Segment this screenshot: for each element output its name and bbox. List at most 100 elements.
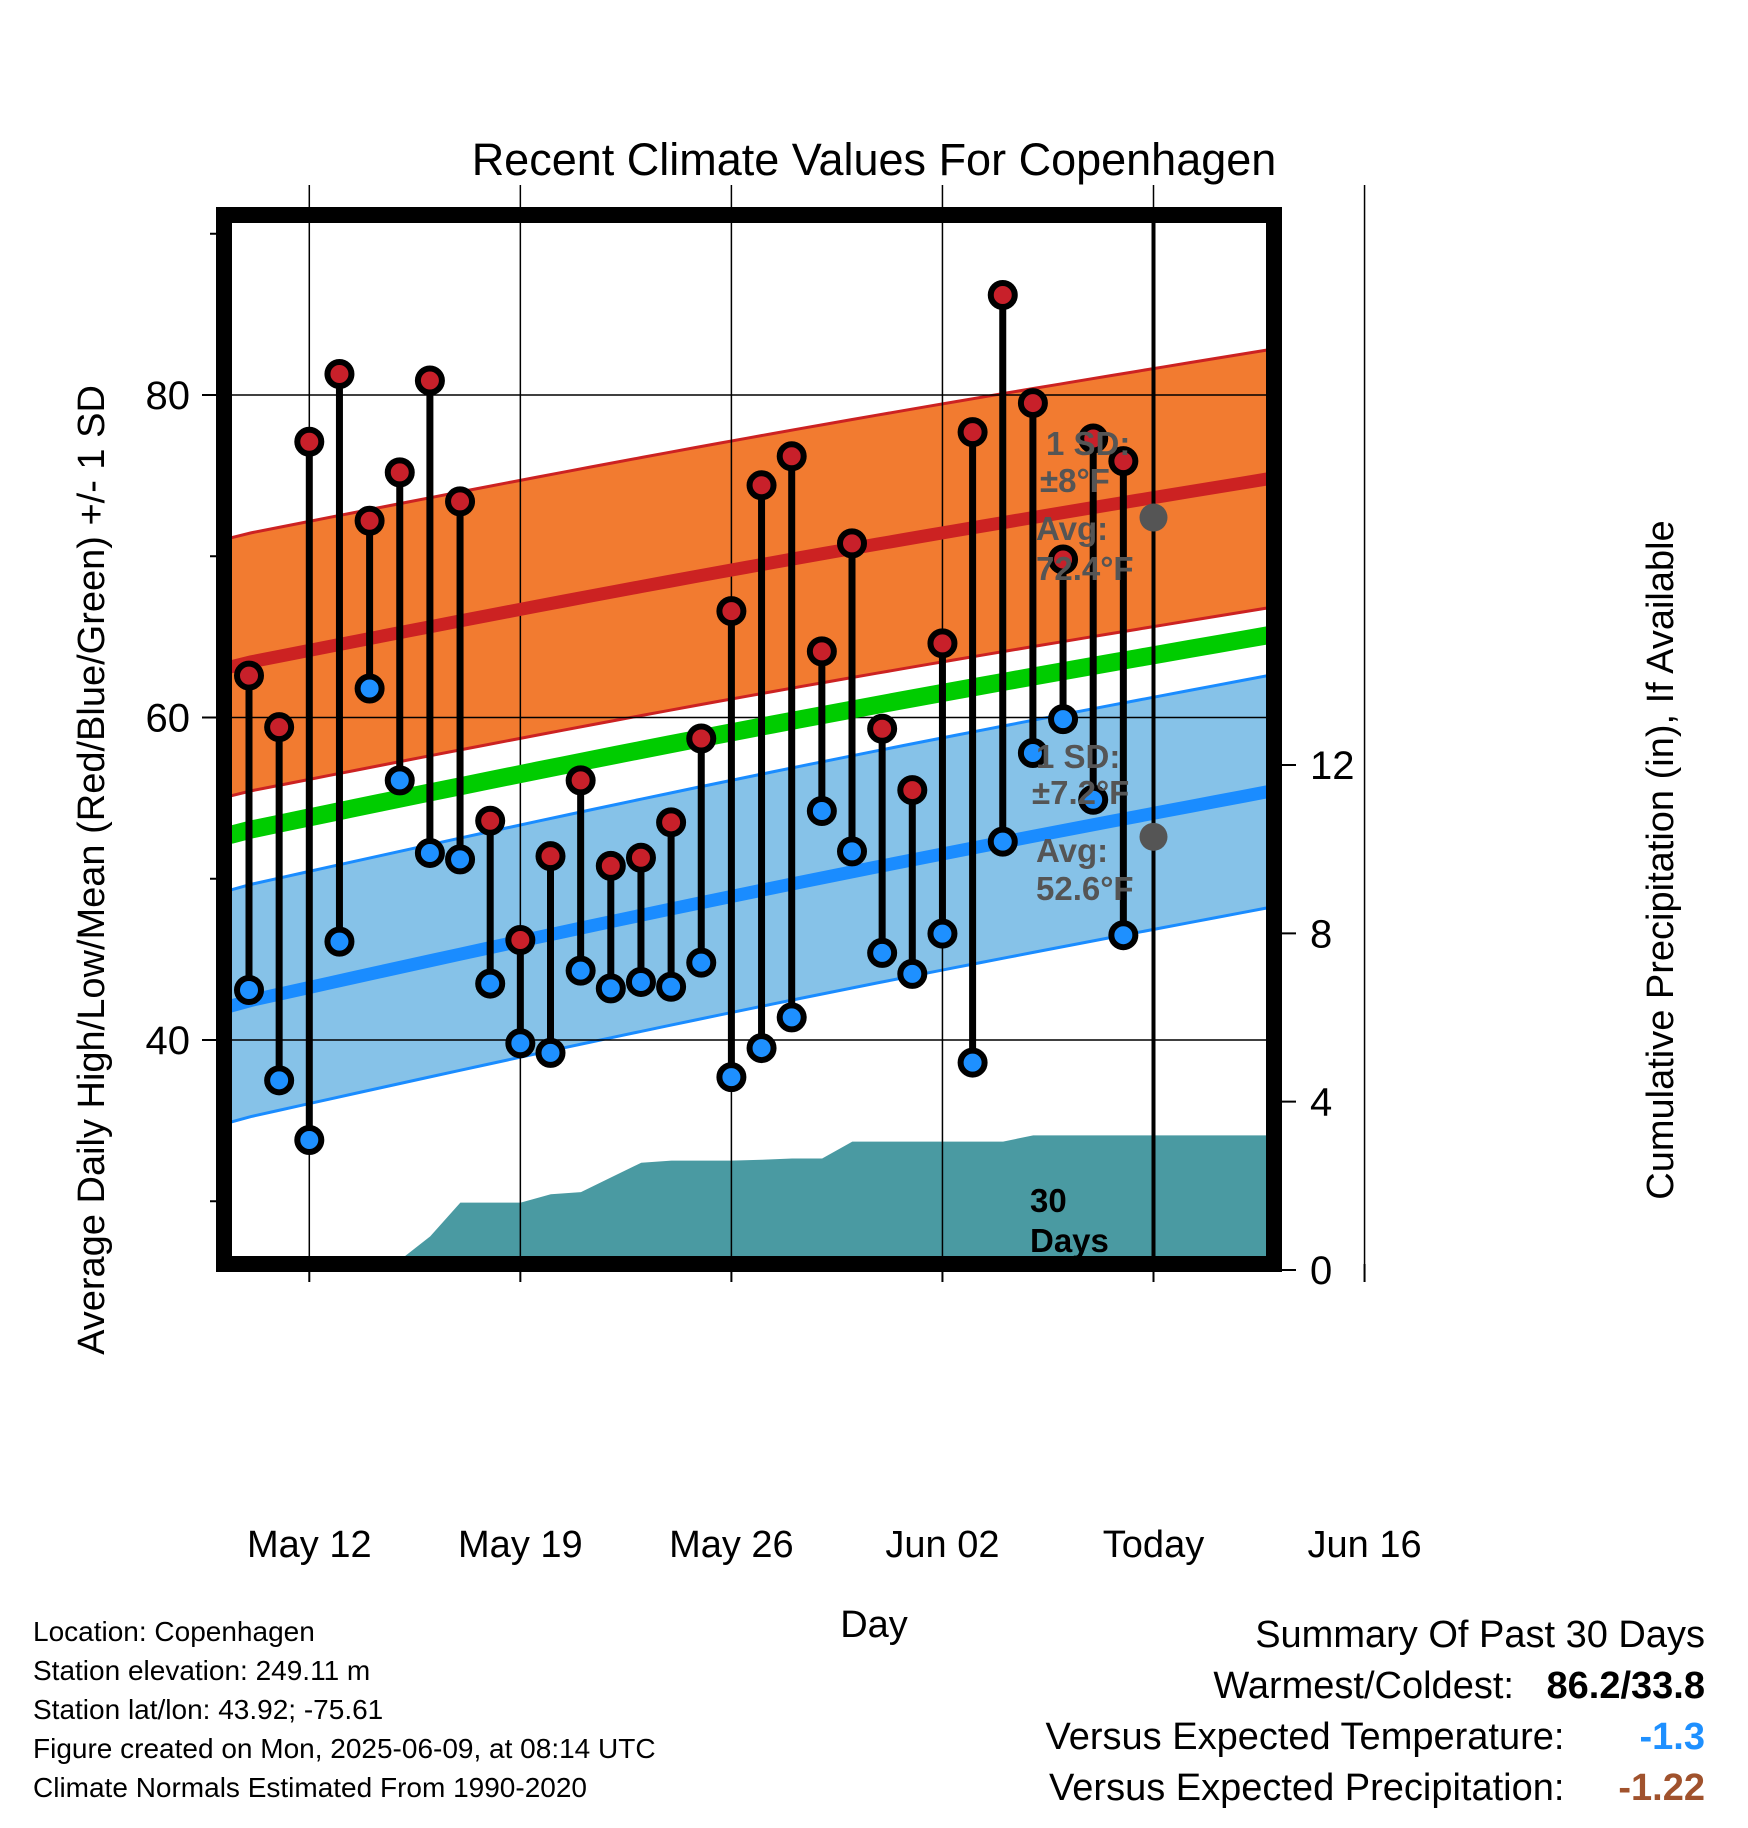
high-point xyxy=(414,365,445,396)
period-label-days: Days xyxy=(1030,1222,1109,1259)
high-point xyxy=(686,723,717,754)
y-tick-label: 40 xyxy=(146,1019,191,1063)
low-point xyxy=(927,918,958,949)
low-point xyxy=(595,973,626,1004)
daily-range-stems xyxy=(245,295,1127,1140)
today-marker xyxy=(1139,215,1168,1264)
high-point xyxy=(354,505,385,536)
y-tick-label: 80 xyxy=(146,374,191,418)
high-avg-label: Avg: xyxy=(1036,510,1108,547)
high-point xyxy=(987,280,1018,311)
station-info: Location: Copenhagen Station elevation: … xyxy=(33,1612,656,1807)
summary-warmest-row: Warmest/Coldest: 86.2/33.8 xyxy=(1046,1661,1705,1712)
info-latlon: Station lat/lon: 43.92; -75.61 xyxy=(33,1694,384,1725)
info-normals: Climate Normals Estimated From 1990-2020 xyxy=(33,1772,587,1803)
high-point xyxy=(776,441,807,472)
summary-temp-label: Versus Expected Temperature: xyxy=(1045,1716,1565,1758)
x-axis-label: Day xyxy=(840,1604,908,1646)
high-point xyxy=(806,636,837,667)
info-elevation: Station elevation: 249.11 m xyxy=(33,1655,371,1686)
y2-tick-label: 8 xyxy=(1310,912,1332,956)
high-point xyxy=(1017,388,1048,419)
today-high-avg-point xyxy=(1139,503,1168,532)
x-tick-label: Jun 02 xyxy=(885,1524,999,1566)
low-point xyxy=(1048,704,1079,735)
high-avg-value: 72.4°F xyxy=(1036,550,1134,587)
high-point xyxy=(384,457,415,488)
low-point xyxy=(746,1033,777,1064)
y2-axis-label: Cumulative Precipitation (in), If Availa… xyxy=(1640,520,1682,1199)
low-point xyxy=(264,1065,295,1096)
high-point xyxy=(625,842,656,873)
low-point xyxy=(987,826,1018,857)
low-point xyxy=(716,1062,747,1093)
high-point xyxy=(264,712,295,743)
high-point xyxy=(234,660,264,691)
low-point xyxy=(1078,784,1109,815)
y-axis-label: Average Daily High/Low/Mean (Red/Blue/Gr… xyxy=(71,385,113,1355)
summary-precip-label: Versus Expected Precipitation: xyxy=(1049,1767,1565,1809)
low-point xyxy=(867,937,898,968)
low-point xyxy=(776,1002,807,1033)
high-point xyxy=(837,528,867,559)
axes: 40 60 80 0 4 8 12 May 12 May 19 May 26 Jun 02 Today… xyxy=(146,207,1422,1566)
high-point xyxy=(445,486,476,517)
low-point xyxy=(686,947,717,978)
y2-tick-label: 0 xyxy=(1310,1249,1332,1293)
today-low-avg-point xyxy=(1139,822,1168,851)
low-point xyxy=(656,971,687,1002)
low-point xyxy=(294,1124,325,1155)
summary-precip-row: Versus Expected Precipitation: -1.22 xyxy=(1046,1763,1705,1814)
y2-tick-label: 12 xyxy=(1310,744,1355,788)
low-point xyxy=(384,765,415,796)
high-point xyxy=(565,765,596,796)
low-point xyxy=(806,796,837,827)
low-point xyxy=(565,955,596,986)
high-point xyxy=(716,596,747,627)
high-point xyxy=(957,417,988,448)
high-point xyxy=(656,807,687,838)
summary-block: Summary Of Past 30 Days Warmest/Coldest:… xyxy=(1046,1610,1705,1814)
high-point xyxy=(324,359,355,390)
high-point xyxy=(867,713,898,744)
low-point xyxy=(625,966,656,997)
high-point xyxy=(505,925,536,956)
summary-heading: Summary Of Past 30 Days xyxy=(1255,1614,1705,1656)
summary-precip-value: -1.22 xyxy=(1618,1767,1705,1809)
info-created: Figure created on Mon, 2025-06-09, at 08… xyxy=(33,1733,656,1764)
high-point xyxy=(1108,446,1139,477)
low-point xyxy=(505,1028,536,1059)
cumulative-precip-area xyxy=(230,1135,1268,1260)
x-tick-label: May 19 xyxy=(458,1524,583,1566)
low-sd-value: ±7.2°F xyxy=(1032,774,1129,811)
x-tick-label: May 26 xyxy=(669,1524,794,1566)
low-point xyxy=(475,968,506,999)
high-point xyxy=(294,426,325,457)
high-sd-value: ±8°F xyxy=(1040,462,1110,499)
summary-temp-value: -1.3 xyxy=(1639,1716,1705,1758)
low-point xyxy=(354,673,385,704)
low-point xyxy=(234,975,264,1006)
daily-points xyxy=(234,280,1139,1155)
low-point xyxy=(535,1037,566,1068)
low-point xyxy=(1017,737,1048,768)
period-label-number: 30 xyxy=(1030,1182,1067,1219)
high-point xyxy=(595,850,626,881)
y-tick-label: 60 xyxy=(146,697,191,741)
high-sd-label: 1 SD: xyxy=(1046,425,1130,462)
plot-frame xyxy=(216,207,1282,1272)
chart-title: Recent Climate Values For Copenhagen xyxy=(472,134,1277,185)
high-point xyxy=(475,805,506,836)
normal-low-line xyxy=(228,785,1270,1013)
low-sd-label: 1 SD: xyxy=(1036,738,1120,775)
precipitation-area xyxy=(230,1135,1268,1260)
x-tick-label: Jun 16 xyxy=(1308,1524,1422,1566)
high-point xyxy=(746,470,777,501)
info-location: Location: Copenhagen xyxy=(33,1616,315,1647)
high-point xyxy=(535,841,566,872)
summary-temp-row: Versus Expected Temperature: -1.3 xyxy=(1046,1712,1705,1763)
x-tick-label: May 12 xyxy=(247,1524,372,1566)
low-avg-label: Avg: xyxy=(1036,832,1108,869)
